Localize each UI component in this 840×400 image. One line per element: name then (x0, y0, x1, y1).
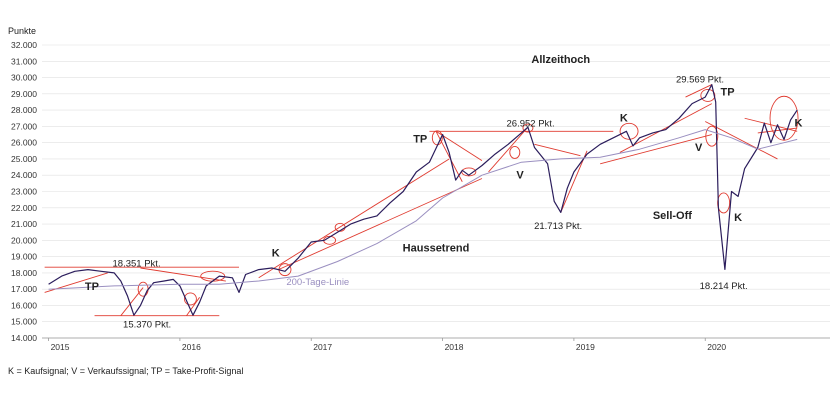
y-axis-label: Punkte (8, 26, 36, 36)
signal-line (685, 84, 712, 98)
annotation-label: 200-Tage-Linie (286, 277, 349, 288)
annotation-label: K (795, 117, 803, 129)
y-tick-label: 21.000 (11, 219, 37, 229)
chart-svg: Punkte 14.000 15.000 16.000 17.000 18.000 19.0… (8, 26, 830, 352)
y-tick-label: 22.000 (11, 203, 37, 213)
annotation-label: 26.952 Pkt. (507, 118, 555, 129)
y-tick-label: 14.000 (11, 333, 37, 343)
annotation-label: Haussetrend (403, 243, 470, 255)
annotation-label: V (516, 169, 524, 181)
axes: Punkte 14.000 15.000 16.000 17.000 18.000 19.0… (8, 26, 830, 352)
signal-circle (619, 122, 639, 140)
signal-line (560, 150, 588, 213)
y-tick-label: 31.000 (11, 56, 37, 66)
signal-circle (183, 292, 197, 306)
signal-line (278, 178, 483, 271)
annotations: Allzeithoch 29.569 Pkt. 26.952 Pkt. 21.713 … (85, 54, 803, 331)
y-tick-label: 29.000 (11, 89, 37, 99)
x-tick-label: 2016 (182, 342, 201, 352)
footnote: K = Kaufsignal; V = Verkaufssignal; TP =… (8, 366, 244, 376)
annotation-label: TP (85, 281, 99, 293)
y-tick-label: 19.000 (11, 252, 37, 262)
annotation-label: TP (413, 134, 427, 146)
annotation-label: Allzeithoch (531, 54, 590, 66)
grid (42, 44, 830, 339)
signal-circle (769, 95, 799, 141)
x-tick-label: 2017 (313, 342, 332, 352)
y-tick-label: 25.000 (11, 154, 37, 164)
signal-circle (522, 123, 534, 133)
annotation-label: 21.713 Pkt. (534, 221, 582, 232)
x-tick-label: 2019 (576, 342, 595, 352)
signal-line (534, 143, 581, 157)
y-tick-label: 23.000 (11, 187, 37, 197)
signal-circle (705, 125, 719, 147)
y-tick-label: 30.000 (11, 73, 37, 83)
y-tick-label: 27.000 (11, 121, 37, 131)
signal-line (258, 158, 450, 279)
y-tick-label: 16.000 (11, 300, 37, 310)
signal-line (140, 267, 226, 282)
annotation-label: K (620, 113, 628, 125)
signal-circle (717, 192, 731, 214)
x-tick-label: 2018 (445, 342, 464, 352)
annotation-label: TP (721, 86, 735, 98)
annotation-label: Sell-Off (653, 210, 692, 222)
signal-line (186, 297, 200, 316)
y-tick-label: 18.000 (11, 268, 37, 278)
signal-line (488, 126, 529, 173)
y-tick-label: 20.000 (11, 235, 37, 245)
signal-line (757, 127, 798, 134)
y-tick-label: 28.000 (11, 105, 37, 115)
y-tick-label: 32.000 (11, 40, 37, 50)
y-tick-label: 17.000 (11, 284, 37, 294)
annotation-label: K (272, 248, 280, 260)
signal-line (600, 134, 712, 165)
annotation-label: 18.351 Pkt. (113, 258, 161, 269)
signal-circle (700, 89, 716, 102)
signal-overlay (44, 84, 799, 317)
annotation-label: V (695, 142, 703, 154)
x-tick-label: 2015 (51, 342, 70, 352)
price-line (48, 84, 798, 316)
annotation-label: 29.569 Pkt. (676, 74, 724, 85)
signal-circle (509, 145, 521, 159)
series-group (48, 84, 798, 316)
signal-line (120, 287, 144, 316)
ma-200-line (48, 129, 798, 290)
annotation-label: 18.214 Pkt. (700, 281, 748, 292)
signal-line (619, 103, 713, 153)
y-tick-label: 15.000 (11, 317, 37, 327)
y-tick-label: 24.000 (11, 170, 37, 180)
signal-line (705, 121, 778, 160)
x-tick-label: 2020 (707, 342, 726, 352)
y-tick-label: 26.000 (11, 138, 37, 148)
annotation-label: 15.370 Pkt. (123, 319, 171, 330)
annotation-label: K (734, 212, 742, 224)
